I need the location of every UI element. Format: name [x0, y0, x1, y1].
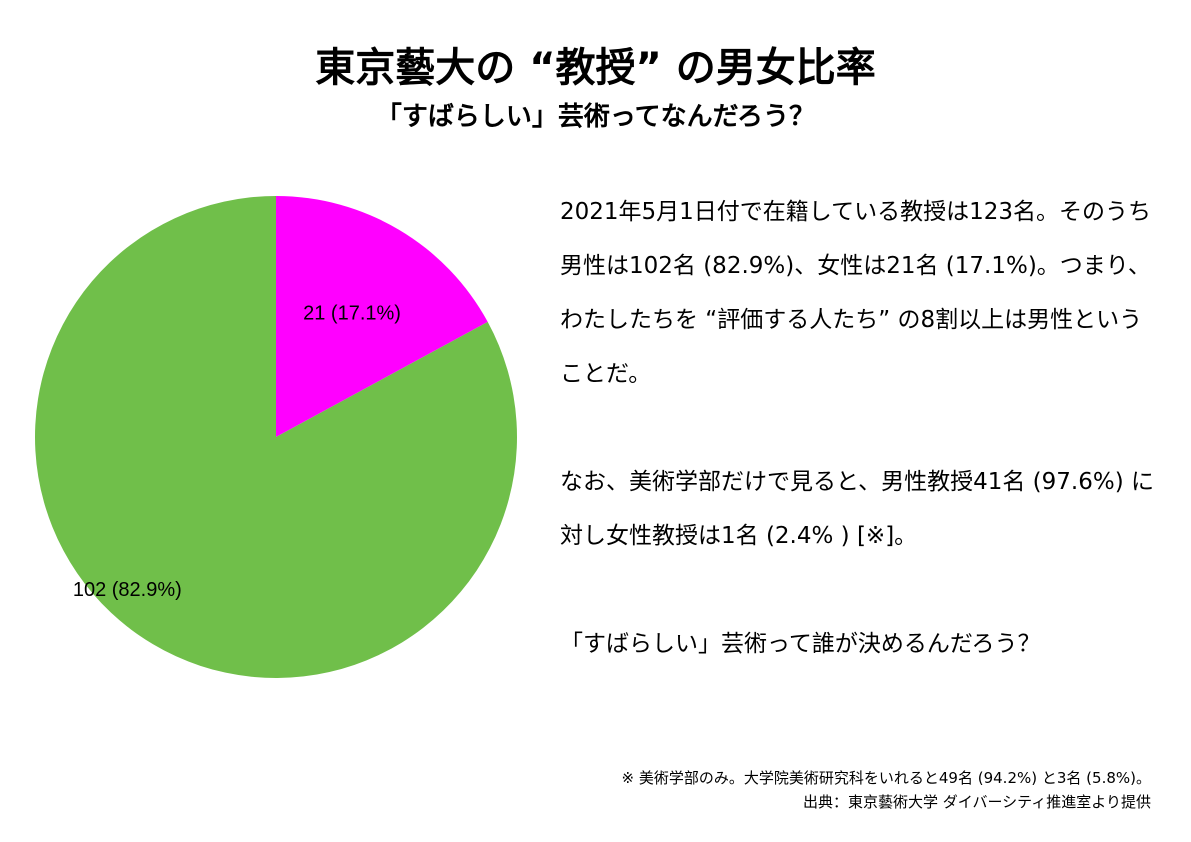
description-paragraph-1: 2021年5月1日付で在籍している教授は123名。そのうち男性は102名 (82… [560, 199, 1152, 387]
pie-slice-1 [276, 196, 488, 437]
chart-subtitle: 「すばらしい」芸術ってなんだろう？ [375, 102, 816, 132]
pie-slices [34, 196, 518, 678]
description-paragraph-3: 「すばらしい」芸術って誰が決めるんだろう？ [560, 631, 1041, 657]
source-note: 出典：東京藝術大学 ダイバーシティ推進室より提供 [803, 793, 1151, 811]
description: 2021年5月1日付で在籍している教授は123名。そのうち男性は102名 (82… [560, 185, 1160, 671]
pie-chart: 21 (17.1%) 102 (82.9%) [34, 196, 518, 678]
pie-labels: 21 (17.1%) 102 (82.9%) [73, 302, 401, 601]
chart-title: 東京藝大の “教授” の男女比率 [315, 45, 876, 91]
pie-label-2: 102 (82.9%) [73, 579, 182, 601]
pie-label-1: 21 (17.1%) [303, 302, 401, 324]
footnote: ※ 美術学部のみ。大学院美術研究科をいれると49名 (94.2%) と3名 (5… [621, 769, 1151, 787]
pie-slice-2 [34, 196, 518, 678]
notes: ※ 美術学部のみ。大学院美術研究科をいれると49名 (94.2%) と3名 (5… [622, 766, 1151, 814]
description-paragraph-2: なお、美術学部だけで見ると、男性教授41名 (97.6%) に対し女性教授は1名… [560, 469, 1154, 549]
